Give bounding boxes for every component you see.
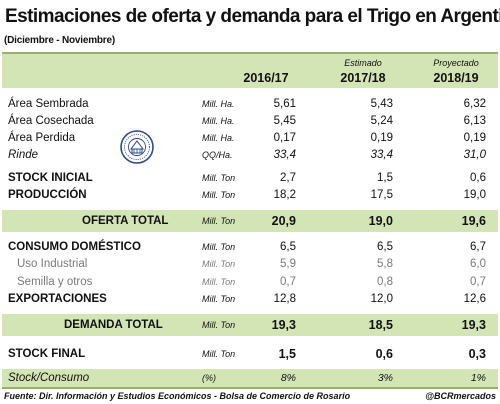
row-value-2018-19: 0,19 [463, 132, 486, 144]
table-row: PRODUCCIÓN Mill. Ton 18,2 17,5 19,0 [2, 187, 498, 204]
row-unit: Mill. Ton [202, 320, 236, 330]
row-label: STOCK FINAL [8, 348, 86, 360]
row-unit: Mill. Ton [202, 190, 236, 200]
row-label: STOCK INICIAL [8, 172, 93, 184]
row-label: Área Perdida [8, 132, 76, 144]
table-footer: Fuente: Dir. Información y Estudios Econ… [2, 387, 498, 404]
col3-header: 2018/19 [433, 71, 479, 85]
row-value-2017-18: 17,5 [370, 189, 393, 201]
table-row: Uso Industrial Mill. Ton 5,9 5,8 6,0 [2, 256, 498, 273]
row-value-2018-19: 0,3 [468, 347, 486, 361]
row-value-2018-19: 19,0 [463, 189, 486, 201]
source-note: Fuente: Dir. Información y Estudios Econ… [4, 391, 351, 401]
supply-demand-table: Estimado Proyectado 2016/17 2017/18 2018… [2, 52, 498, 387]
row-value-2018-19: 31,0 [463, 149, 486, 161]
table-row: EXPORTACIONES Mill. Ton 12,8 12,0 12,6 [2, 291, 498, 308]
row-value-2017-18: 5,8 [377, 258, 393, 270]
row-unit: Mill. Ton [202, 277, 236, 287]
row-unit: (%) [202, 373, 216, 383]
row-value-2017-18: 18,5 [368, 318, 393, 332]
table-row: Área Sembrada Mill. Ha. 5,61 5,43 6,32 [2, 96, 498, 113]
row-value-2016-17: 8% [280, 372, 296, 384]
row-unit: Mill. Ha. [202, 99, 235, 109]
row-value-2018-19: 6,32 [463, 98, 486, 110]
row-value-2016-17: 2,7 [280, 172, 296, 184]
row-value-2016-17: 5,9 [280, 258, 296, 270]
row-value-2016-17: 5,45 [273, 115, 296, 127]
row-value-2016-17: 12,8 [273, 293, 296, 305]
page-title: Estimaciones de oferta y demanda para el… [5, 6, 500, 27]
col1-header: 2016/17 [243, 71, 289, 85]
row-value-2016-17: 0,7 [280, 276, 296, 288]
row-unit: QQ/Ha. [202, 150, 233, 160]
row-label: OFERTA TOTAL [82, 215, 169, 227]
row-unit: Mill. Ton [202, 216, 236, 226]
row-value-2017-18: 33,4 [370, 149, 393, 161]
col2-header: 2017/18 [340, 71, 386, 85]
table-header: Estimado Proyectado 2016/17 2017/18 2018… [2, 54, 498, 88]
row-value-2017-18: 0,19 [370, 132, 393, 144]
row-value-2018-19: 6,0 [470, 258, 486, 270]
row-value-2016-17: 19,3 [271, 318, 296, 332]
row-value-2017-18: 5,43 [370, 98, 393, 110]
row-value-2016-17: 6,5 [280, 241, 296, 253]
row-label: EXPORTACIONES [8, 293, 107, 305]
row-value-2016-17: 0,17 [273, 132, 296, 144]
row-value-2016-17: 1,5 [278, 347, 296, 361]
page-subtitle: (Diciembre - Noviembre) [4, 35, 115, 46]
table-row: Área Perdida Mill. Ha. 0,17 0,19 0,19 [2, 130, 498, 147]
row-value-2018-19: 19,3 [461, 318, 486, 332]
table-row: CONSUMO DOMÉSTICO Mill. Ton 6,5 6,5 6,7 [2, 239, 498, 256]
row-label: Stock/Consumo [8, 372, 90, 384]
row-unit: Mill. Ton [202, 349, 236, 359]
row-value-2018-19: 1% [470, 372, 486, 384]
row-label: Área Sembrada [8, 98, 89, 110]
row-label: DEMANDA TOTAL [64, 319, 163, 331]
row-unit: Mill. Ton [202, 259, 236, 269]
row-value-2017-18: 3% [377, 372, 393, 384]
row-value-2018-19: 0,7 [470, 276, 486, 288]
row-value-2017-18: 0,6 [375, 347, 393, 361]
row-label: Área Cosechada [8, 115, 94, 127]
table-row: Semilla y otros Mill. Ton 0,7 0,8 0,7 [2, 274, 498, 291]
row-value-2017-18: 0,8 [377, 276, 393, 288]
row-label: CONSUMO DOMÉSTICO [8, 241, 141, 253]
row-value-2016-17: 20,9 [271, 214, 296, 228]
row-value-2016-17: 18,2 [273, 189, 296, 201]
row-label: Uso Industrial [17, 258, 88, 270]
table-row: Área Cosechada Mill. Ha. 5,45 5,24 6,13 [2, 113, 498, 130]
row-unit: Mill. Ton [202, 242, 236, 252]
row-unit: Mill. Ton [202, 173, 236, 183]
row-value-2016-17: 33,4 [273, 149, 296, 161]
table-row-total: OFERTA TOTAL Mill. Ton 20,9 19,0 19,6 [2, 210, 498, 232]
row-label: Semilla y otros [17, 276, 93, 288]
table-row-ratio: Stock/Consumo (%) 8% 3% 1% [2, 369, 498, 387]
col2-subheader: Estimado [344, 58, 382, 68]
row-value-2017-18: 19,0 [368, 214, 393, 228]
row-value-2017-18: 1,5 [377, 172, 393, 184]
row-value-2018-19: 6,7 [470, 241, 486, 253]
row-label: PRODUCCIÓN [8, 189, 87, 201]
row-value-2018-19: 0,6 [470, 172, 486, 184]
row-unit: Mill. Ton [202, 294, 236, 304]
row-value-2017-18: 12,0 [370, 293, 393, 305]
bcr-seal-icon [120, 130, 154, 164]
row-unit: Mill. Ha. [202, 116, 235, 126]
col3-subheader: Proyectado [433, 58, 479, 68]
row-value-2017-18: 5,24 [370, 115, 393, 127]
row-value-2017-18: 6,5 [377, 241, 393, 253]
row-value-2018-19: 19,6 [461, 214, 486, 228]
row-value-2016-17: 5,61 [273, 98, 296, 110]
row-unit: Mill. Ha. [202, 133, 235, 143]
table-row: Rinde QQ/Ha. 33,4 33,4 31,0 [2, 147, 498, 164]
social-handle: @BCRmercados [425, 391, 496, 401]
row-label: Rinde [8, 149, 39, 161]
table-row: STOCK FINAL Mill. Ton 1,5 0,6 0,3 [2, 344, 498, 364]
table-row-total: DEMANDA TOTAL Mill. Ton 19,3 18,5 19,3 [2, 314, 498, 336]
row-value-2018-19: 6,13 [463, 115, 486, 127]
table-row: STOCK INICIAL Mill. Ton 2,7 1,5 0,6 [2, 170, 498, 187]
row-value-2018-19: 12,6 [463, 293, 486, 305]
